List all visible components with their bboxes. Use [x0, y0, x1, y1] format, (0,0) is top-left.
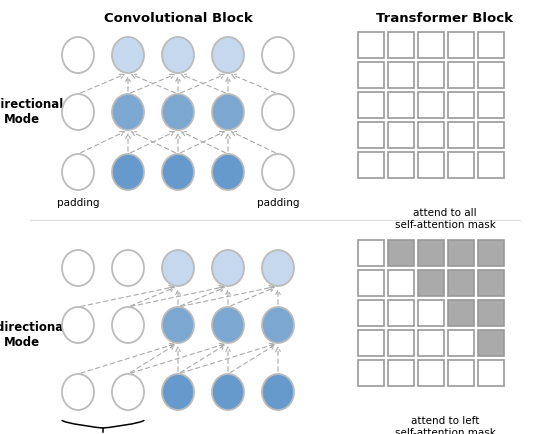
Ellipse shape [112, 307, 144, 343]
Bar [448, 360, 474, 386]
Ellipse shape [112, 37, 144, 73]
Ellipse shape [62, 37, 94, 73]
Bar [358, 122, 384, 148]
Text: padding: padding [257, 198, 299, 208]
Bar [358, 92, 384, 118]
Bar [388, 32, 414, 58]
Ellipse shape [212, 374, 244, 410]
Ellipse shape [112, 250, 144, 286]
Bar [418, 122, 444, 148]
Ellipse shape [212, 37, 244, 73]
Text: padding: padding [57, 198, 99, 208]
Text: Transformer Block: Transformer Block [377, 12, 514, 25]
Bar [388, 300, 414, 326]
Ellipse shape [162, 250, 194, 286]
Bar [418, 330, 444, 356]
Bar [478, 330, 504, 356]
Text: attend to all
self-attention mask: attend to all self-attention mask [394, 208, 496, 230]
Bar [358, 240, 384, 266]
Bar [388, 240, 414, 266]
Bar [448, 240, 474, 266]
Bar [418, 32, 444, 58]
Bar [478, 360, 504, 386]
Bar [478, 152, 504, 178]
Ellipse shape [112, 94, 144, 130]
Ellipse shape [262, 94, 294, 130]
Ellipse shape [212, 94, 244, 130]
Bar [388, 122, 414, 148]
Ellipse shape [162, 37, 194, 73]
Bar [388, 62, 414, 88]
Bar [358, 360, 384, 386]
Bar [358, 152, 384, 178]
Bar [478, 270, 504, 296]
Ellipse shape [212, 154, 244, 190]
Text: Convolutional Block: Convolutional Block [103, 12, 252, 25]
Ellipse shape [212, 250, 244, 286]
Ellipse shape [262, 250, 294, 286]
Bar [448, 92, 474, 118]
Bar [358, 330, 384, 356]
Bar [448, 152, 474, 178]
Ellipse shape [262, 37, 294, 73]
Bar [418, 92, 444, 118]
Bar [388, 152, 414, 178]
Ellipse shape [162, 307, 194, 343]
Ellipse shape [62, 154, 94, 190]
Bar [448, 62, 474, 88]
Bar [418, 152, 444, 178]
Bar [448, 300, 474, 326]
Bar [418, 62, 444, 88]
Ellipse shape [162, 374, 194, 410]
Bar [448, 32, 474, 58]
Ellipse shape [162, 94, 194, 130]
Ellipse shape [112, 374, 144, 410]
Text: Unidirectional
Mode: Unidirectional Mode [0, 321, 69, 349]
Ellipse shape [62, 94, 94, 130]
Bar [478, 240, 504, 266]
Bar [358, 32, 384, 58]
Bar [388, 270, 414, 296]
Bar [448, 122, 474, 148]
Ellipse shape [262, 154, 294, 190]
Text: attend to left
self-attention mask: attend to left self-attention mask [394, 416, 496, 434]
Bar [418, 270, 444, 296]
Ellipse shape [262, 374, 294, 410]
Bar [418, 240, 444, 266]
Bar [418, 360, 444, 386]
Bar [478, 92, 504, 118]
Bar [478, 300, 504, 326]
Ellipse shape [62, 250, 94, 286]
Bar [478, 122, 504, 148]
Bar [478, 32, 504, 58]
Bar [358, 270, 384, 296]
Bar [388, 330, 414, 356]
Bar [388, 360, 414, 386]
Ellipse shape [62, 374, 94, 410]
Bar [418, 300, 444, 326]
Text: Bidirectional
Mode: Bidirectional Mode [0, 98, 64, 126]
Ellipse shape [162, 154, 194, 190]
Ellipse shape [212, 307, 244, 343]
Bar [358, 300, 384, 326]
Ellipse shape [62, 307, 94, 343]
Bar [358, 62, 384, 88]
Bar [448, 270, 474, 296]
Ellipse shape [112, 154, 144, 190]
Bar [478, 62, 504, 88]
Bar [448, 330, 474, 356]
Bar [388, 92, 414, 118]
Ellipse shape [262, 307, 294, 343]
